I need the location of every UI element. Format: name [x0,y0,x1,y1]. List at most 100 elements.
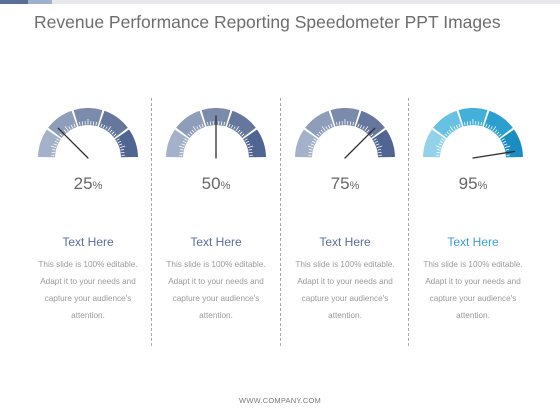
gauge-needle [344,127,376,159]
gauge-card-3: 75% Text Here This slide is 100% editabl… [281,98,409,348]
gauge-tick [325,126,328,130]
gauge-tick [246,143,251,146]
gauge-tick [51,148,56,151]
gauge-tick [310,143,315,146]
gauge-tick [308,151,312,154]
gauge-tick [191,129,195,133]
gauge-tick [100,123,103,128]
gauge-tick [503,143,508,146]
gauge-tick [458,123,461,128]
gauge-tick [308,148,313,151]
gauge-tick [504,145,511,149]
gauge-tick [318,131,322,135]
speedometer-gauge-2 [166,108,266,159]
gauge-tick [438,143,443,146]
gauge-tick [189,131,193,135]
gauge-tick [463,121,466,126]
gauge-tick [230,124,234,129]
gauge-tick [235,126,240,132]
gauge-tick [184,134,190,139]
top-accent-dark [0,0,28,4]
gauge-tick [220,121,223,125]
gauge-tick [113,133,117,137]
gauge-tick [477,121,480,125]
gauge-tick [466,121,469,125]
card-body-1: This slide is 100% editable. Adapt it to… [38,260,138,320]
gauge-percent-2: 50% [152,174,280,194]
gauge-tick [487,124,491,129]
gauge-tick [247,145,254,149]
gauge-tick [485,123,488,128]
gauge-tick [498,133,502,137]
gauge-tick [321,126,326,132]
gauge-tick [439,140,444,144]
gauge-tick [59,133,63,137]
gauge-tick [181,143,186,146]
gauge-segment [176,110,206,139]
gauge-tick [373,138,377,141]
gauge-tick [332,120,336,127]
footer-website: WWW.COMPANY.COM [239,396,321,405]
gauge-tick [245,140,250,144]
gauge-tick [490,126,493,130]
gauge-tick [70,124,74,129]
gauge-tick [436,148,441,151]
gauge-tick [354,120,358,127]
gauge-tick [494,129,498,133]
gauge-tick [307,145,314,149]
gauge-tick [313,134,319,139]
gauge-tick [64,126,69,132]
gauge-tick [480,121,483,126]
gauge-tick [436,151,440,154]
gauge-tick [492,126,497,132]
gauge-tick [375,143,380,146]
gauge-tick [109,129,113,133]
gauge-tick [225,120,229,127]
gauge-tick [352,121,355,126]
gauge-tick [327,124,331,129]
column-divider-1 [151,98,152,346]
gauge-tick [453,126,456,130]
gauge-tick [370,133,374,137]
speedometer-gauge-4 [423,108,523,159]
gauge-tick [51,151,55,154]
gauge-tick [244,138,248,141]
gauge-tick [119,145,126,149]
gauge-tick [338,121,341,125]
gauge-tick [455,124,459,129]
gauge-tick [233,126,236,130]
gauge-tick [118,143,123,146]
gauge-tick [349,121,352,125]
gauge-segment [458,108,488,127]
gauge-tick [362,126,365,130]
gauge-tick [313,138,317,141]
gauge-tick [120,148,125,151]
gauge-segment [433,110,463,139]
gauge-tick [241,133,245,137]
card-body-4: This slide is 100% editable. Adapt it to… [423,260,523,320]
gauge-tick [496,131,500,135]
gauge-tick [371,134,377,139]
gauge-tick [499,134,505,139]
gauge-tick [187,133,191,137]
gauge-tick [201,123,204,128]
gauge-card-2: 50% Text Here This slide is 100% editabl… [152,98,280,348]
gauge-tick [330,123,333,128]
gauge-needle [472,150,516,159]
gauge-percent-symbol-4: % [477,180,488,192]
gauge-tick [206,121,209,126]
gauge-tick [441,134,447,139]
gauge-tick [117,140,122,144]
gauge-tick [359,124,363,129]
slide-title: Revenue Performance Reporting Speedomete… [34,12,501,32]
gauge-tick [374,140,379,144]
gauge-tick [196,126,199,130]
gauge-tick [357,123,360,128]
gauge-tick [54,140,59,144]
card-body-3: This slide is 100% editable. Adapt it to… [295,260,395,320]
gauge-tick [460,120,464,127]
gauge-percent-symbol-1: % [92,180,103,192]
gauge-tick [482,120,486,127]
gauge-tick [446,131,450,135]
gauge-tick [505,148,510,151]
